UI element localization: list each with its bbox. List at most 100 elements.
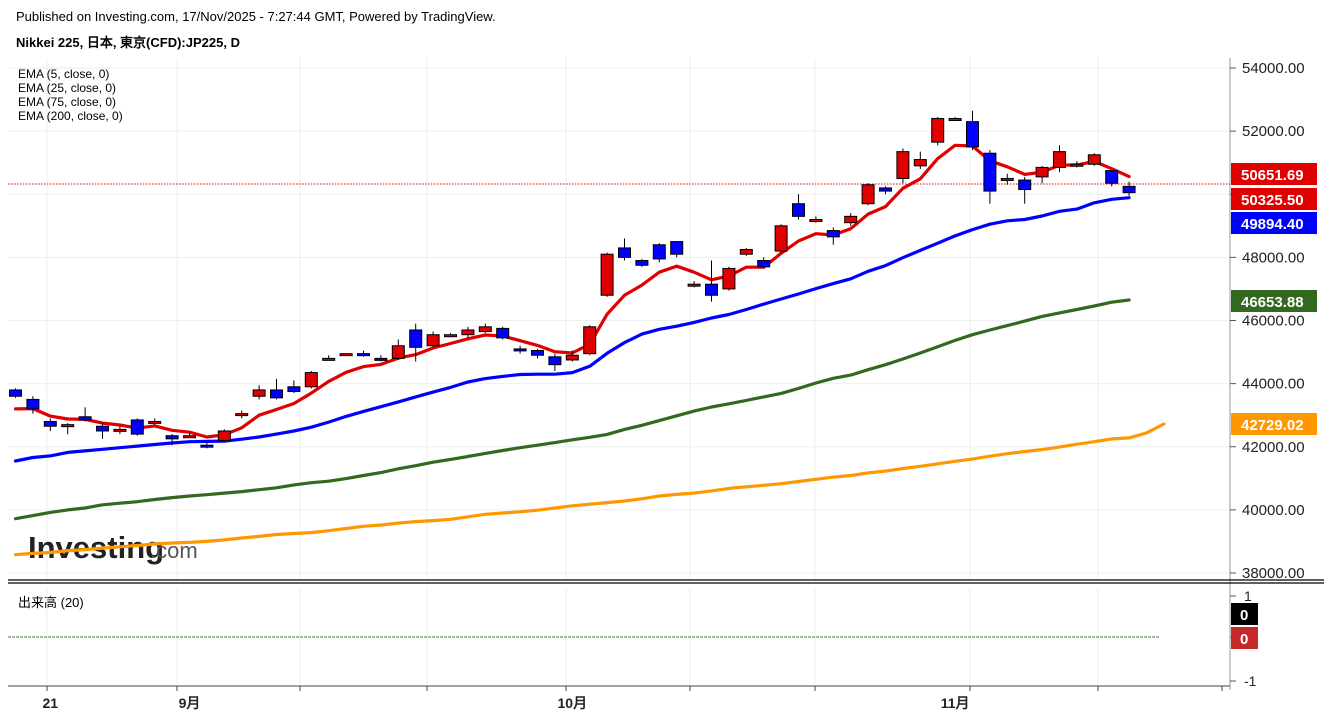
- candle-body: [548, 356, 562, 366]
- time-axis-label: 11月: [941, 695, 970, 711]
- candle-body: [913, 159, 927, 167]
- candle: [931, 116, 945, 146]
- candle: [96, 423, 109, 439]
- candle: [235, 410, 249, 419]
- candle-body: [618, 247, 631, 258]
- candle: [1070, 161, 1084, 168]
- candle: [879, 186, 892, 195]
- price-badge-text: 46653.88: [1241, 294, 1304, 311]
- price-badge-text: 50325.50: [1241, 192, 1304, 209]
- candle: [774, 224, 788, 253]
- candle: [896, 148, 910, 184]
- price-badge: 50325.50: [1231, 188, 1317, 210]
- candle: [61, 423, 75, 435]
- candle-body: [96, 425, 109, 432]
- volume-badge-text: 0: [1240, 631, 1248, 648]
- candle-body: [565, 354, 579, 361]
- candle: [304, 371, 318, 389]
- candle: [1105, 170, 1119, 187]
- candle-body: [148, 421, 162, 424]
- candle: [130, 418, 144, 436]
- candle-body: [583, 326, 597, 355]
- volume-badge-bg: [1231, 603, 1258, 625]
- price-badge: 49894.40: [1231, 212, 1317, 234]
- candle-body: [1105, 170, 1119, 184]
- candle-body: [304, 372, 318, 388]
- candle: [757, 257, 771, 269]
- candle-body: [374, 357, 388, 361]
- candle-body: [739, 248, 753, 255]
- candle: [531, 348, 544, 359]
- candle: [966, 110, 979, 151]
- candle: [461, 326, 475, 338]
- candle: [652, 243, 666, 263]
- candle: [513, 345, 527, 354]
- candle: [148, 418, 162, 425]
- candle-body: [1122, 185, 1136, 194]
- candle-body: [183, 435, 196, 439]
- volume-badge-bg: [1231, 627, 1258, 649]
- candle: [826, 227, 840, 245]
- candle-body: [426, 334, 440, 347]
- candle: [565, 350, 579, 362]
- candle-body: [705, 283, 718, 296]
- candle: [670, 241, 684, 258]
- price-axis-label: 54000.00: [1242, 60, 1305, 77]
- candle-body: [9, 389, 22, 397]
- candle: [1000, 173, 1014, 185]
- candle-body: [1070, 163, 1084, 167]
- time-axis: 21 9月 10月 11月: [43, 686, 1223, 711]
- candle-body: [200, 444, 214, 448]
- price-badge: 50651.69: [1231, 163, 1317, 185]
- candle-body: [652, 244, 666, 260]
- legend-ema-200: EMA (200, close, 0): [18, 109, 123, 123]
- candle-body: [948, 118, 962, 121]
- candle: [217, 429, 231, 443]
- candle-body: [270, 389, 283, 399]
- publisher-line: Published on Investing.com, 17/Nov/2025 …: [16, 9, 496, 24]
- candle: [270, 378, 283, 400]
- candle-body: [635, 260, 649, 266]
- candle-body: [1087, 154, 1101, 165]
- price-badge: 46653.88: [1231, 290, 1317, 312]
- time-axis-label: 10月: [558, 695, 588, 711]
- candle-body: [513, 348, 527, 352]
- price-axis-label: 40000.00: [1242, 502, 1305, 519]
- ema-line-1: [13, 196, 1131, 463]
- candle: [43, 418, 57, 431]
- candle: [1053, 145, 1066, 173]
- candle-body: [235, 413, 249, 417]
- candle-body: [531, 349, 544, 356]
- candle: [113, 426, 127, 435]
- candle-body: [670, 241, 684, 255]
- candle: [844, 213, 858, 226]
- price-badge-text: 49894.40: [1241, 216, 1304, 233]
- candle: [1018, 176, 1032, 204]
- candle-body: [43, 421, 57, 427]
- volume-badge: 0: [1231, 627, 1258, 649]
- candle: [1087, 153, 1101, 166]
- time-axis-label: 21: [43, 695, 59, 711]
- candle: [861, 183, 875, 206]
- candle-body: [774, 225, 788, 252]
- candle-body: [879, 187, 892, 192]
- candle-body: [1018, 179, 1032, 191]
- candle: [374, 355, 388, 362]
- candle: [687, 281, 701, 288]
- candle: [183, 432, 196, 439]
- candle-body: [1053, 151, 1066, 168]
- price-axis-label: 42000.00: [1242, 439, 1305, 456]
- candle: [496, 326, 510, 340]
- candle: [809, 216, 823, 223]
- candle-body: [792, 203, 805, 217]
- candle: [618, 238, 631, 261]
- candle-body: [357, 353, 370, 357]
- price-badge-bg: [1231, 188, 1317, 210]
- price-badge: 42729.02: [1231, 413, 1317, 435]
- candle-body: [409, 329, 423, 348]
- candle-body: [844, 215, 858, 224]
- candle-body: [322, 357, 336, 361]
- legend-ema-5: EMA (5, close, 0): [18, 67, 110, 81]
- candle: [600, 252, 614, 297]
